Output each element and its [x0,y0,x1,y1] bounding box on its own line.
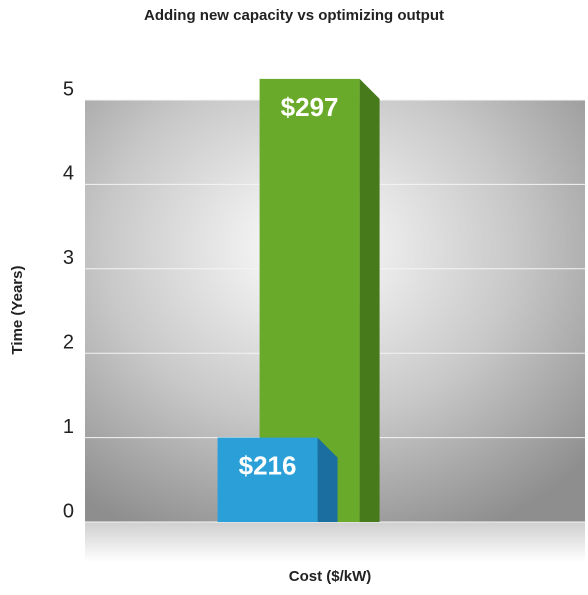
y-tick-label: 3 [63,247,74,269]
chart-title: Adding new capacity vs optimizing output [144,7,444,24]
data-label: $297 [281,92,339,122]
y-tick-label: 1 [63,416,74,438]
x-axis-label: Cost ($/kW) [289,568,372,585]
data-label: $216 [239,450,297,480]
y-axis-label: Time (Years) [9,266,26,355]
y-tick-label: 2 [63,331,74,353]
y-tick-label: 0 [63,500,74,522]
y-tick-label: 4 [63,163,74,185]
bar [217,437,318,522]
y-tick-label: 5 [63,78,74,100]
bar-side [359,78,380,523]
floor [85,522,585,562]
bar-side [317,437,338,522]
